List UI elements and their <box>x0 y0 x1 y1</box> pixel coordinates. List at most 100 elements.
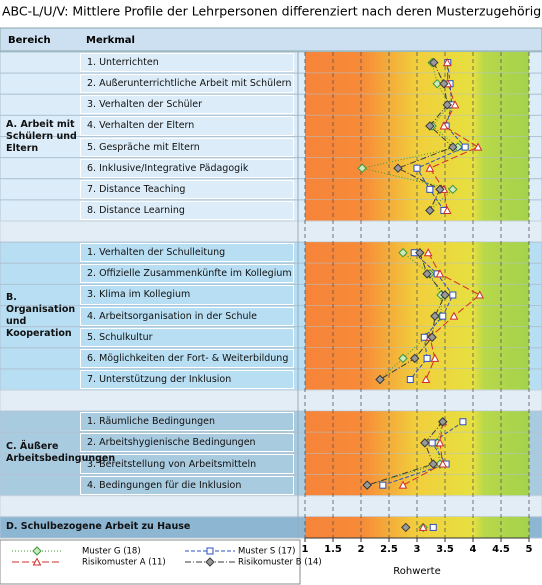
point <box>473 142 483 151</box>
x-tick-label: 3.5 <box>436 544 454 555</box>
zone-band <box>305 453 529 475</box>
category-label: 4. Verhalten der Eltern <box>80 116 294 136</box>
legend-marker <box>32 557 42 566</box>
category-label: 7. Distance Teaching <box>80 179 294 199</box>
point <box>393 163 403 173</box>
point <box>429 57 439 68</box>
zone-band <box>305 263 529 285</box>
chart-title: ABC-L/U/V: Mittlere Profile der Lehrpers… <box>2 4 542 19</box>
point <box>435 269 445 278</box>
zone-band <box>305 284 529 306</box>
point <box>398 353 408 364</box>
category-label: 3. Klima im Kollegium <box>80 285 294 305</box>
point <box>450 100 460 109</box>
legend-marker <box>205 557 215 567</box>
point <box>430 311 440 321</box>
point <box>429 523 437 531</box>
category-label: 7. Unterstützung der Inklusion <box>80 369 294 390</box>
category-label: 3. Bereitstellung von Arbeitsmitteln <box>80 454 294 474</box>
point <box>406 376 414 384</box>
header-row <box>0 27 542 52</box>
separator-row <box>0 220 542 243</box>
zone-band <box>305 368 529 391</box>
category-label: 2. Offizielle Zusammenkünfte im Kollegiu… <box>80 264 294 284</box>
zone-band <box>305 516 529 538</box>
point <box>425 121 435 131</box>
point <box>475 290 485 299</box>
legend-label: Muster S (17) <box>238 547 295 557</box>
x-tick-label: 2.5 <box>380 544 398 555</box>
point <box>438 417 448 427</box>
point <box>426 185 434 193</box>
point <box>357 163 367 173</box>
zone-band <box>305 199 529 222</box>
x-tick-label: 5 <box>526 544 533 555</box>
point <box>423 248 433 257</box>
point <box>398 248 408 258</box>
legend-marker <box>206 547 214 555</box>
point <box>427 332 437 342</box>
point <box>430 353 440 362</box>
group-label: D. Schulbezogene Arbeit zu Hause <box>6 521 191 533</box>
separator-row <box>0 495 542 518</box>
separator-row <box>0 389 542 412</box>
category-label: 1. Verhalten der Schulleitung <box>80 243 294 263</box>
point <box>438 459 448 468</box>
legend-box <box>0 539 301 585</box>
point <box>432 78 442 89</box>
point <box>420 438 430 448</box>
point <box>401 522 411 533</box>
point <box>439 121 449 130</box>
point <box>461 143 469 151</box>
point <box>442 58 452 67</box>
point <box>435 184 445 195</box>
zone-band <box>305 432 529 454</box>
point <box>448 184 458 195</box>
point <box>423 354 431 362</box>
category-label: 5. Gespräche mit Eltern <box>80 137 294 157</box>
series-line <box>382 421 464 486</box>
category-label: 6. Inklusive/Integrative Pädagogik <box>80 158 294 178</box>
point <box>448 142 458 152</box>
category-label: 4. Arbeitsorganisation in der Schule <box>80 306 294 326</box>
x-tick-label: 4 <box>470 544 477 555</box>
category-label: 2. Arbeitshygienische Bedingungen <box>80 433 294 453</box>
point <box>420 333 428 341</box>
group-label: C. Äußere Arbeitsbedingungen <box>6 441 116 465</box>
zone-band <box>305 305 529 327</box>
point <box>410 353 420 364</box>
category-label: 2. Außerunterrichtliche Arbeit mit Schül… <box>80 74 294 94</box>
x-tick-label: 1 <box>302 544 309 555</box>
point <box>413 164 421 172</box>
point <box>449 311 459 320</box>
point <box>428 439 436 447</box>
point <box>425 205 435 216</box>
point <box>435 438 445 447</box>
point <box>425 163 435 172</box>
legend-marker <box>32 546 42 556</box>
legend-label: Muster G (18) <box>82 547 141 557</box>
x-tick-label: 4.5 <box>492 544 510 555</box>
series-line <box>429 62 480 211</box>
zone-band <box>305 326 529 348</box>
point <box>415 248 425 258</box>
category-label: 1. Räumliche Bedingungen <box>80 412 294 432</box>
point <box>375 374 385 385</box>
x-tick-label: 2 <box>358 544 365 555</box>
point <box>398 480 408 489</box>
point <box>440 290 450 300</box>
series-line <box>362 62 459 211</box>
point <box>439 312 447 320</box>
x-tick-label: 1.5 <box>324 544 342 555</box>
point <box>379 481 387 489</box>
legend-label: Risikomuster B (14) <box>238 558 322 568</box>
header-text: Merkmal <box>86 35 135 46</box>
point <box>442 205 452 214</box>
series-line <box>416 62 466 211</box>
point <box>428 459 438 469</box>
series-line <box>367 421 444 486</box>
x-tick-label: 3 <box>414 544 421 555</box>
x-axis-label: Rohwerte <box>393 566 440 577</box>
series-line <box>402 421 444 486</box>
